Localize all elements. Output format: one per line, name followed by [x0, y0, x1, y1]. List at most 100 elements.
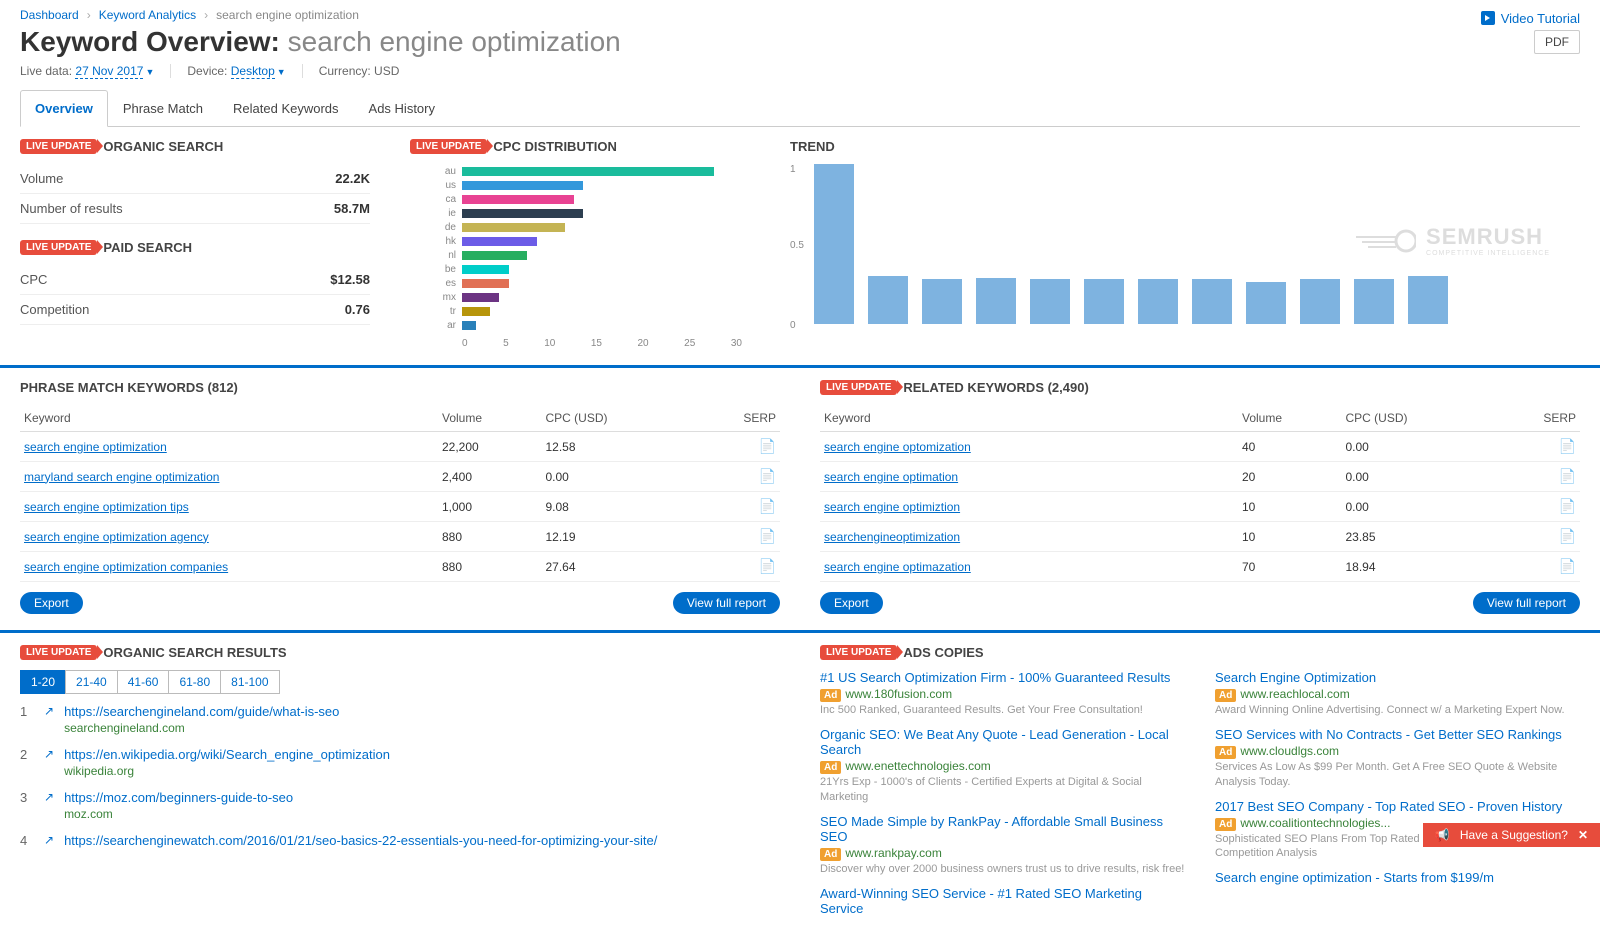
- competition-value: 0.76: [345, 302, 370, 317]
- competition-label: Competition: [20, 302, 89, 317]
- cpc-bar: [462, 279, 509, 288]
- ad-copy: SEO Services with No Contracts - Get Bet…: [1215, 727, 1580, 789]
- ad-domain[interactable]: www.enettechnologies.com: [845, 759, 990, 773]
- cpc-country-label: hk: [436, 236, 456, 247]
- serp-icon[interactable]: 📄: [1559, 528, 1576, 544]
- view-full-report-button[interactable]: View full report: [673, 592, 780, 614]
- tab-ads-history[interactable]: Ads History: [354, 90, 450, 127]
- related-keywords-title: RELATED KEYWORDS (2,490): [903, 380, 1088, 395]
- view-full-report-button[interactable]: View full report: [1473, 592, 1580, 614]
- cpc-country-label: de: [436, 222, 456, 233]
- crumb-dashboard[interactable]: Dashboard: [20, 8, 79, 22]
- serp-icon[interactable]: 📄: [1559, 468, 1576, 484]
- volume-value: 22.2K: [335, 171, 370, 186]
- paid-search-title: PAID SEARCH: [103, 240, 192, 255]
- result-url[interactable]: https://searchengineland.com/guide/what-…: [64, 704, 339, 719]
- semrush-watermark: SEMRUSHCOMPETITIVE INTELLIGENCE: [1356, 224, 1550, 257]
- live-update-badge: live update: [20, 139, 97, 154]
- phrase-match-title: PHRASE MATCH KEYWORDS (812): [20, 380, 238, 395]
- ad-domain[interactable]: www.cloudlgs.com: [1240, 744, 1339, 758]
- table-row: search engine optimazation7018.94📄: [820, 552, 1580, 582]
- ad-title[interactable]: SEO Made Simple by RankPay - Affordable …: [820, 814, 1185, 844]
- result-url[interactable]: https://en.wikipedia.org/wiki/Search_eng…: [64, 747, 390, 762]
- keyword-link[interactable]: search engine optimization agency: [24, 530, 209, 544]
- result-url[interactable]: https://searchenginewatch.com/2016/01/21…: [64, 833, 657, 848]
- close-icon[interactable]: ✕: [1578, 828, 1588, 842]
- trend-bar: [814, 164, 854, 324]
- keyword-link[interactable]: search engine optimization tips: [24, 500, 189, 514]
- cpc-distribution-chart: auuscaiedehknlbeesmxtrar051015202530: [410, 164, 750, 349]
- phrase-match-table: KeywordVolumeCPC (USD)SERPsearch engine …: [20, 405, 780, 582]
- keyword-link[interactable]: search engine optimiztion: [824, 500, 960, 514]
- cpc-bar: [462, 251, 527, 260]
- megaphone-icon: 📢: [1435, 828, 1450, 842]
- serp-icon[interactable]: 📄: [759, 558, 776, 574]
- serp-icon[interactable]: 📄: [759, 528, 776, 544]
- pdf-button[interactable]: PDF: [1534, 30, 1580, 54]
- live-update-badge: live update: [20, 240, 97, 255]
- video-tutorial-link[interactable]: Video Tutorial: [1481, 11, 1580, 26]
- cpc-label: CPC: [20, 272, 47, 287]
- live-data-dropdown[interactable]: 27 Nov 2017: [75, 64, 143, 79]
- external-link-icon[interactable]: ↗: [44, 833, 54, 848]
- live-update-badge: live update: [820, 380, 897, 395]
- serp-icon[interactable]: 📄: [1559, 438, 1576, 454]
- serp-icon[interactable]: 📄: [1559, 498, 1576, 514]
- ad-copy: Search engine optimization - Starts from…: [1215, 870, 1580, 885]
- tab-related-keywords[interactable]: Related Keywords: [218, 90, 354, 127]
- export-button[interactable]: Export: [820, 592, 883, 614]
- pager-page[interactable]: 1-20: [20, 670, 66, 694]
- pager-page[interactable]: 81-100: [220, 670, 279, 694]
- cpc-bar: [462, 181, 583, 190]
- cpc-country-label: ca: [436, 194, 456, 205]
- ad-title[interactable]: #1 US Search Optimization Firm - 100% Gu…: [820, 670, 1185, 685]
- cpc-bar: [462, 167, 714, 176]
- keyword-link[interactable]: search engine optimization: [24, 440, 167, 454]
- live-data-label: Live data:: [20, 64, 72, 78]
- pager-page[interactable]: 61-80: [168, 670, 221, 694]
- cpc-country-label: us: [436, 180, 456, 191]
- serp-icon[interactable]: 📄: [759, 498, 776, 514]
- keyword-link[interactable]: searchengineoptimization: [824, 530, 960, 544]
- pager-page[interactable]: 41-60: [117, 670, 170, 694]
- export-button[interactable]: Export: [20, 592, 83, 614]
- cpc-country-label: tr: [436, 306, 456, 317]
- ad-description: Inc 500 Ranked, Guaranteed Results. Get …: [820, 703, 1185, 717]
- ad-domain[interactable]: www.reachlocal.com: [1240, 687, 1349, 701]
- ad-copy: Award-Winning SEO Service - #1 Rated SEO…: [820, 886, 1185, 916]
- suggestion-bar[interactable]: 📢 Have a Suggestion? ✕: [1423, 823, 1600, 847]
- tab-overview[interactable]: Overview: [20, 90, 108, 127]
- crumb-keyword-analytics[interactable]: Keyword Analytics: [99, 8, 196, 22]
- external-link-icon[interactable]: ↗: [44, 747, 54, 778]
- keyword-link[interactable]: search engine optomization: [824, 440, 971, 454]
- serp-icon[interactable]: 📄: [759, 438, 776, 454]
- ad-title[interactable]: Award-Winning SEO Service - #1 Rated SEO…: [820, 886, 1185, 916]
- ad-title[interactable]: Search engine optimization - Starts from…: [1215, 870, 1580, 885]
- crumb-current: search engine optimization: [216, 8, 359, 22]
- result-url[interactable]: https://moz.com/beginners-guide-to-seo: [64, 790, 293, 805]
- pager-page[interactable]: 21-40: [65, 670, 118, 694]
- serp-icon[interactable]: 📄: [759, 468, 776, 484]
- device-dropdown[interactable]: Desktop: [231, 64, 275, 79]
- ad-title[interactable]: SEO Services with No Contracts - Get Bet…: [1215, 727, 1580, 742]
- keyword-link[interactable]: search engine optimazation: [824, 560, 971, 574]
- table-row: search engine optimization agency88012.1…: [20, 522, 780, 552]
- ad-domain[interactable]: www.coalitiontechnologies...: [1240, 816, 1390, 830]
- keyword-link[interactable]: search engine optimation: [824, 470, 958, 484]
- tab-phrase-match[interactable]: Phrase Match: [108, 90, 218, 127]
- live-update-badge: live update: [820, 645, 897, 660]
- ad-domain[interactable]: www.180fusion.com: [845, 687, 952, 701]
- keyword-link[interactable]: search engine optimization companies: [24, 560, 228, 574]
- trend-bar: [922, 279, 962, 324]
- external-link-icon[interactable]: ↗: [44, 790, 54, 821]
- cpc-value: $12.58: [330, 272, 370, 287]
- ad-title[interactable]: Organic SEO: We Beat Any Quote - Lead Ge…: [820, 727, 1185, 757]
- keyword-link[interactable]: maryland search engine optimization: [24, 470, 219, 484]
- serp-icon[interactable]: 📄: [1559, 558, 1576, 574]
- ad-domain[interactable]: www.rankpay.com: [845, 846, 941, 860]
- ad-title[interactable]: 2017 Best SEO Company - Top Rated SEO - …: [1215, 799, 1580, 814]
- trend-bar: [1192, 279, 1232, 324]
- cpc-bar: [462, 223, 565, 232]
- ad-title[interactable]: Search Engine Optimization: [1215, 670, 1580, 685]
- external-link-icon[interactable]: ↗: [44, 704, 54, 735]
